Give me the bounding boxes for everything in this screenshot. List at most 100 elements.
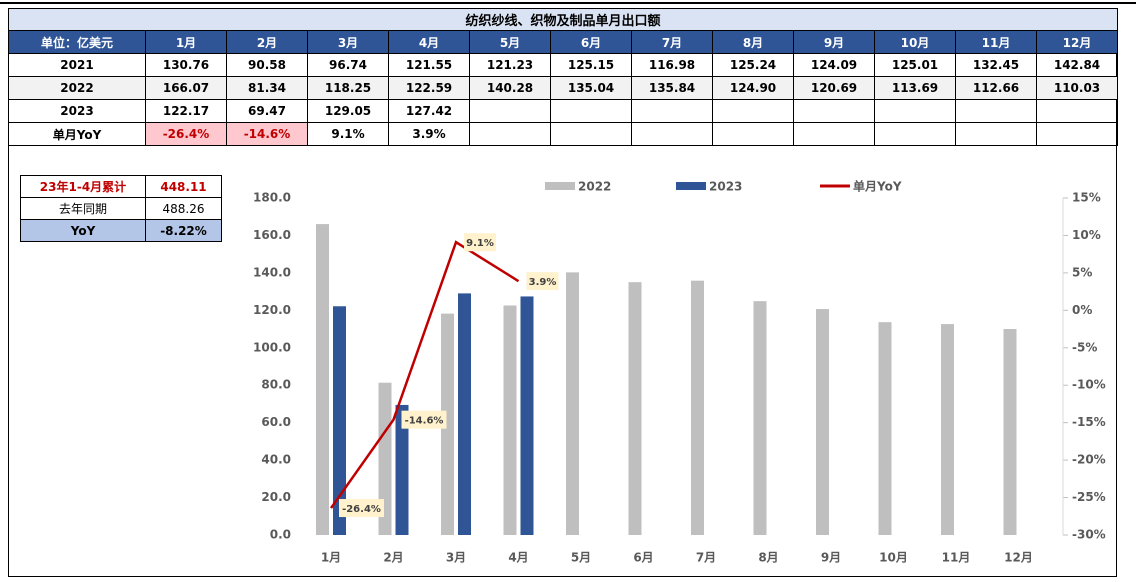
empty-cell — [955, 99, 1037, 123]
y-tick-label: 160.0 — [253, 228, 291, 242]
y2-tick-label: -5% — [1072, 340, 1097, 354]
x-tick-label: 3月 — [446, 551, 466, 565]
bar — [878, 322, 892, 535]
table-cell: 124.09 — [793, 53, 875, 77]
data-label: 3.9% — [529, 277, 557, 288]
y2-tick-label: -30% — [1072, 528, 1106, 542]
summary-table: 23年1-4月累计 448.11 去年同期 488.26 YoY -8.22% — [20, 175, 222, 242]
table-cell: 90.58 — [226, 53, 308, 77]
x-tick-label: 4月 — [508, 551, 528, 565]
table-cell: 9.1% — [307, 122, 389, 146]
table-cell: 125.15 — [550, 53, 632, 77]
legend-label: 2023 — [709, 180, 742, 194]
bar — [566, 272, 579, 535]
y2-tick-label: 10% — [1072, 228, 1101, 242]
summary-cell: -8.22% — [145, 219, 222, 242]
empty-cell — [955, 122, 1037, 146]
legend-swatch — [676, 182, 706, 190]
header-cell: 6月 — [550, 30, 632, 54]
table-row: 2021 130.76 90.58 96.74 121.55 121.23 125.15 11… — [8, 53, 1118, 77]
summary-row: 23年1-4月累计 448.11 — [20, 175, 222, 198]
legend-swatch — [545, 182, 575, 190]
header-cell: 9月 — [793, 30, 875, 54]
table-row: 2022 166.07 81.34 118.25 122.59 140.28 135.04 1… — [8, 76, 1118, 100]
x-tick-label: 2月 — [383, 551, 403, 565]
empty-cell — [631, 122, 713, 146]
empty-cell — [550, 122, 632, 146]
y-tick-label: 40.0 — [261, 453, 291, 467]
table-cell: 110.03 — [1036, 76, 1118, 100]
table-cell: 135.84 — [631, 76, 713, 100]
y-tick-label: 120.0 — [253, 303, 291, 317]
y-tick-label: 60.0 — [261, 415, 291, 429]
data-label-box — [464, 233, 496, 252]
x-tick-label: 6月 — [633, 551, 653, 565]
table-cell: 127.42 — [388, 99, 470, 123]
data-table: 纺织纱线、织物及制品单月出口额 单位：亿美元 1月 2月 3月 4月 5月 6月 7月 8月 9月 1… — [8, 8, 1118, 146]
x-tick-label: 7月 — [696, 551, 716, 565]
data-label: -26.4% — [342, 504, 381, 515]
x-tick-label: 10月 — [879, 551, 908, 565]
x-tick-label: 8月 — [758, 551, 778, 565]
summary-cell: 去年同期 — [20, 197, 146, 220]
table-cell: 122.59 — [388, 76, 470, 100]
empty-cell — [1036, 122, 1118, 146]
y-tick-label: 140.0 — [253, 265, 291, 279]
bar — [333, 306, 346, 535]
table-cell: 3.9% — [388, 122, 470, 146]
y2-tick-label: -20% — [1072, 453, 1106, 467]
title-row: 纺织纱线、织物及制品单月出口额 — [8, 8, 1118, 31]
header-cell: 8月 — [712, 30, 794, 54]
data-label: -14.6% — [405, 416, 444, 427]
bar — [520, 296, 534, 535]
y2-tick-label: -15% — [1072, 415, 1106, 429]
y2-tick-label: 5% — [1072, 265, 1092, 279]
bar — [628, 282, 642, 535]
data-label-box — [526, 272, 559, 291]
empty-cell — [874, 122, 956, 146]
top-rule — [0, 2, 1136, 4]
x-tick-label: 12月 — [1004, 551, 1033, 565]
summary-cell: 23年1-4月累计 — [20, 175, 146, 198]
legend-label: 单月YoY — [853, 179, 902, 194]
x-tick-label: 1月 — [321, 551, 341, 565]
y-tick-label: 0.0 — [270, 528, 291, 542]
table-cell: 81.34 — [226, 76, 308, 100]
bar — [458, 293, 471, 535]
y2-tick-label: 15% — [1072, 191, 1101, 205]
bar — [503, 305, 517, 535]
table-cell: 2023 — [8, 99, 146, 123]
y-tick-label: 180.0 — [253, 191, 291, 205]
bar — [691, 280, 704, 535]
bar — [753, 301, 767, 535]
table-cell: 118.25 — [307, 76, 389, 100]
summary-row: YoY -8.22% — [20, 219, 222, 242]
header-cell: 12月 — [1036, 30, 1118, 54]
table-cell: -14.6% — [226, 122, 308, 146]
data-label-box — [401, 410, 447, 429]
y-tick-label: 100.0 — [253, 340, 291, 354]
table-cell: 112.66 — [955, 76, 1037, 100]
table-cell: -26.4% — [145, 122, 227, 146]
data-label: 9.1% — [466, 238, 494, 249]
y-tick-label: 80.0 — [261, 378, 291, 392]
bar — [441, 313, 454, 535]
table-cell: 69.47 — [226, 99, 308, 123]
table-row: 2023 122.17 69.47 129.05 127.42 — [8, 99, 1118, 123]
empty-cell — [712, 122, 794, 146]
bar — [395, 404, 409, 535]
table-cell: 116.98 — [631, 53, 713, 77]
table-cell: 120.69 — [793, 76, 875, 100]
bar — [378, 382, 392, 535]
legend-label: 2022 — [578, 180, 611, 194]
table-title: 纺织纱线、织物及制品单月出口额 — [8, 8, 1118, 31]
data-label-box — [339, 499, 384, 518]
empty-cell — [793, 122, 875, 146]
header-cell: 2月 — [226, 30, 308, 54]
x-tick-label: 11月 — [942, 551, 971, 565]
header-cell: 5月 — [469, 30, 551, 54]
bar — [816, 309, 829, 535]
y2-tick-label: -25% — [1072, 490, 1106, 504]
